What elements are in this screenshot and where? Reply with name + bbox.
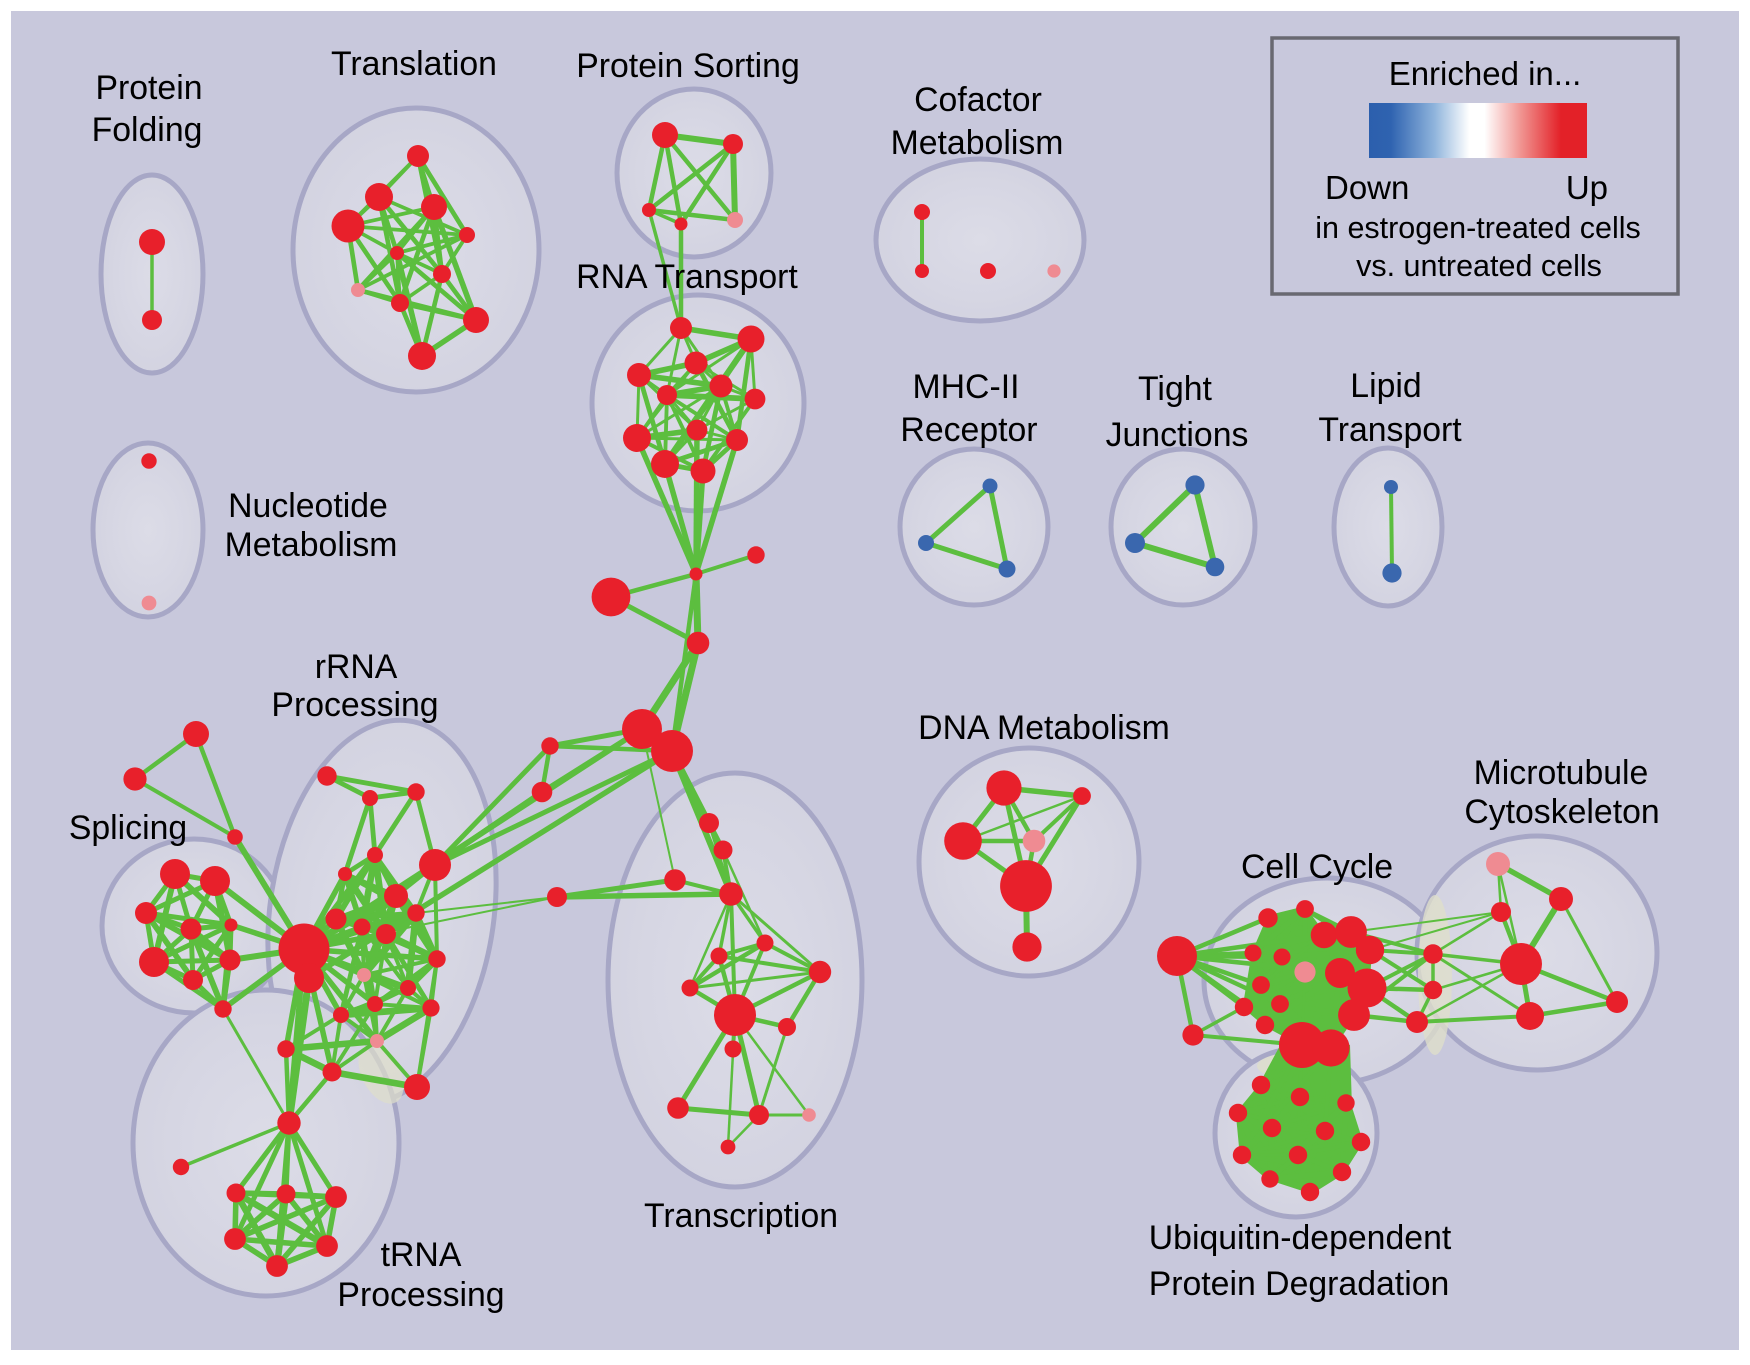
- svg-text:Folding: Folding: [92, 111, 203, 149]
- svg-text:Ubiquitin-dependent: Ubiquitin-dependent: [1149, 1219, 1452, 1257]
- svg-text:Tight: Tight: [1138, 370, 1212, 408]
- svg-text:Nucleotide: Nucleotide: [228, 487, 388, 525]
- svg-text:Microtubule: Microtubule: [1474, 754, 1649, 792]
- svg-text:Protein: Protein: [95, 69, 202, 107]
- svg-text:Translation: Translation: [331, 45, 497, 83]
- svg-text:DNA Metabolism: DNA Metabolism: [918, 709, 1170, 747]
- svg-text:Receptor: Receptor: [900, 411, 1037, 449]
- svg-text:Processing: Processing: [271, 686, 438, 724]
- svg-text:Cell Cycle: Cell Cycle: [1241, 848, 1393, 886]
- svg-text:Down: Down: [1325, 169, 1409, 206]
- svg-text:Metabolism: Metabolism: [225, 526, 398, 564]
- svg-text:Transcription: Transcription: [644, 1197, 838, 1235]
- svg-text:Enriched in...: Enriched in...: [1389, 55, 1582, 92]
- svg-text:in estrogen-treated cells: in estrogen-treated cells: [1315, 211, 1641, 245]
- svg-text:rRNA: rRNA: [315, 648, 398, 686]
- svg-text:Cytoskeleton: Cytoskeleton: [1464, 793, 1659, 831]
- svg-text:Lipid: Lipid: [1350, 367, 1421, 405]
- svg-text:Transport: Transport: [1318, 411, 1462, 449]
- svg-text:RNA Transport: RNA Transport: [576, 258, 798, 296]
- svg-text:Metabolism: Metabolism: [891, 124, 1064, 162]
- svg-text:Splicing: Splicing: [69, 809, 187, 847]
- svg-text:vs. untreated cells: vs. untreated cells: [1356, 249, 1602, 283]
- svg-text:Cofactor: Cofactor: [914, 81, 1042, 119]
- svg-text:Junctions: Junctions: [1106, 416, 1249, 454]
- svg-text:tRNA: tRNA: [381, 1236, 462, 1274]
- svg-text:MHC-II: MHC-II: [912, 368, 1019, 406]
- svg-text:Processing: Processing: [337, 1276, 504, 1314]
- svg-text:Protein Sorting: Protein Sorting: [576, 47, 800, 85]
- svg-text:Up: Up: [1566, 169, 1608, 206]
- svg-text:Protein Degradation: Protein Degradation: [1149, 1265, 1450, 1303]
